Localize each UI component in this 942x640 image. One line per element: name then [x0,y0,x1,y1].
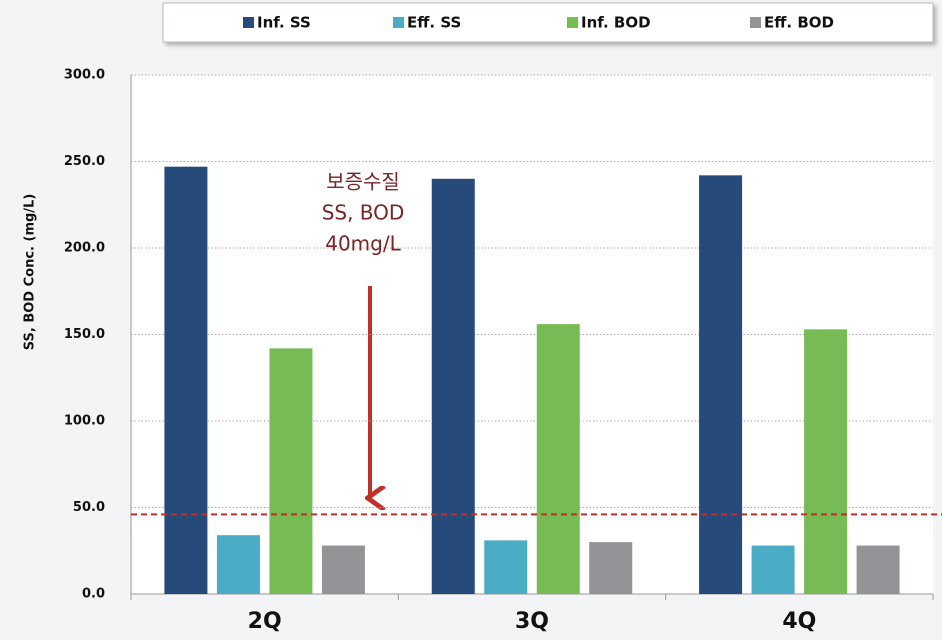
legend-label: Inf. SS [257,14,311,32]
bar [216,535,260,594]
legend-swatch [393,17,404,28]
y-tick-label: 100.0 [64,414,105,429]
bar [536,324,580,594]
y-tick-label: 0.0 [82,587,105,602]
bar [699,175,743,594]
y-tick-label: 150.0 [64,327,105,342]
y-tick-label: 250.0 [64,154,105,169]
bar [164,166,208,594]
legend-swatch [750,17,761,28]
bar [751,545,795,594]
bar [431,178,475,595]
legend-label: Eff. SS [407,14,461,32]
annotation: 40mg/L [325,232,401,256]
x-tick-label: 2Q [248,609,282,634]
legend-swatch [243,17,254,28]
legend-swatch [567,17,578,28]
bar [856,545,900,594]
bar [321,545,365,594]
y-tick-label: 200.0 [64,241,105,256]
bar [589,542,633,594]
y-tick-label: 300.0 [64,68,105,83]
legend-label: Inf. BOD [581,14,651,32]
annotation: SS, BOD [322,201,405,225]
bar [804,329,848,594]
bar [484,540,528,594]
legend-label: Eff. BOD [764,14,834,32]
x-tick-label: 4Q [782,609,816,634]
y-axis-label: SS, BOD Conc. (mg/L) [23,194,38,351]
x-tick-label: 3Q [515,609,549,634]
bar [269,348,313,594]
annotation: 보증수질 [326,170,400,194]
legend-box [162,2,934,43]
y-tick-label: 50.0 [73,500,105,515]
